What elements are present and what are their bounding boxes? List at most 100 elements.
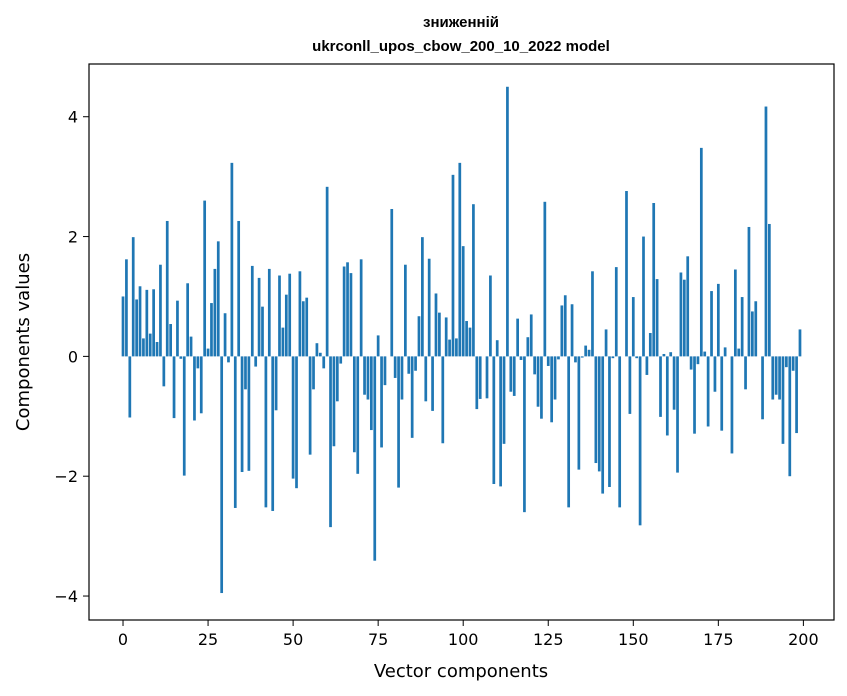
bar-157	[655, 279, 659, 357]
bar-140	[597, 356, 601, 472]
bar-143	[608, 356, 611, 487]
bar-22	[196, 356, 200, 369]
bar-66	[346, 262, 349, 357]
bar-164	[679, 272, 683, 357]
bar-128	[557, 356, 560, 360]
bar-27	[213, 268, 217, 357]
bar-19	[186, 283, 190, 357]
bar-35	[240, 356, 244, 473]
x-axis-label: Vector components	[374, 661, 548, 682]
bar-60	[325, 186, 329, 357]
bar-74	[373, 356, 377, 561]
bar-2	[128, 356, 132, 418]
bar-68	[352, 356, 356, 453]
bar-111	[499, 356, 502, 487]
y-axis-label: Components values	[13, 253, 34, 431]
bar-145	[614, 267, 618, 357]
bar-36	[244, 356, 247, 390]
bar-82	[400, 356, 404, 400]
bar-93	[438, 312, 441, 357]
bar-75	[376, 335, 380, 357]
bar-6	[142, 338, 145, 357]
bar-33	[233, 356, 237, 508]
bar-25	[206, 348, 210, 357]
bar-15	[172, 356, 176, 419]
x-tick-label: 200	[788, 630, 819, 649]
bar-179	[730, 356, 734, 454]
bar-163	[676, 356, 679, 473]
bar-171	[703, 351, 707, 357]
bar-53	[301, 301, 305, 357]
bar-18	[182, 356, 186, 476]
bar-56	[312, 356, 315, 390]
x-tick-label: 150	[618, 630, 649, 649]
bar-110	[495, 340, 499, 357]
bar-10	[155, 342, 159, 357]
bar-162	[672, 356, 676, 410]
bar-54	[305, 297, 309, 357]
bar-83	[404, 264, 407, 357]
bar-132	[570, 304, 574, 357]
bar-118	[523, 356, 526, 513]
bar-173	[710, 291, 713, 357]
bar-14	[169, 324, 172, 357]
bar-44	[271, 356, 275, 511]
bar-46	[278, 275, 281, 357]
bar-72	[366, 356, 370, 400]
x-tick-label: 100	[448, 630, 479, 649]
bar-95	[444, 317, 448, 357]
chart-title-line-2: ukrconll_upos_cbow_200_10_2022 model	[312, 38, 610, 55]
bar-184	[747, 226, 751, 357]
bar-149	[628, 356, 632, 414]
bar-49	[288, 273, 292, 357]
bar-136	[584, 345, 588, 357]
bar-109	[492, 356, 496, 484]
bar-159	[662, 353, 666, 357]
bar-63	[335, 356, 339, 402]
bar-156	[652, 203, 656, 357]
bar-4	[135, 299, 138, 357]
bar-3	[131, 237, 135, 357]
bar-108	[489, 275, 492, 357]
bar-142	[604, 329, 608, 357]
bar-34	[237, 220, 241, 357]
bar-90	[427, 258, 431, 357]
bar-9	[152, 289, 155, 357]
bar-169	[696, 356, 700, 365]
bar-125	[546, 356, 550, 366]
bar-24	[203, 200, 207, 357]
bar-30	[223, 313, 227, 357]
y-tick-label: −2	[54, 467, 78, 486]
bar-76	[380, 356, 383, 448]
bar-107	[485, 356, 489, 399]
bar-189	[764, 106, 768, 357]
y-tick-label: −4	[54, 587, 78, 606]
bar-96	[448, 339, 451, 357]
bar-116	[516, 318, 519, 357]
bar-165	[682, 279, 686, 357]
bar-194	[781, 356, 785, 444]
bar-28	[216, 241, 220, 357]
bar-87	[417, 316, 421, 357]
chart-title-line-1: зниженній	[423, 14, 499, 31]
bar-154	[645, 356, 649, 375]
bar-122	[536, 356, 540, 407]
bar-5	[138, 286, 142, 357]
bar-37	[247, 356, 251, 471]
y-tick-label: 0	[68, 347, 78, 366]
bar-32	[230, 162, 234, 357]
bar-160	[665, 356, 669, 436]
bar-103	[472, 204, 475, 357]
bar-139	[594, 356, 598, 464]
y-tick-label: 2	[68, 228, 78, 247]
bar-41	[261, 306, 264, 357]
x-tick-label: 75	[368, 630, 388, 649]
bar-45	[274, 356, 278, 411]
bar-161	[669, 352, 673, 357]
bar-115	[512, 356, 516, 396]
bar-48	[284, 294, 288, 357]
bar-192	[774, 356, 778, 395]
bar-62	[332, 356, 336, 447]
bar-92	[434, 293, 438, 357]
